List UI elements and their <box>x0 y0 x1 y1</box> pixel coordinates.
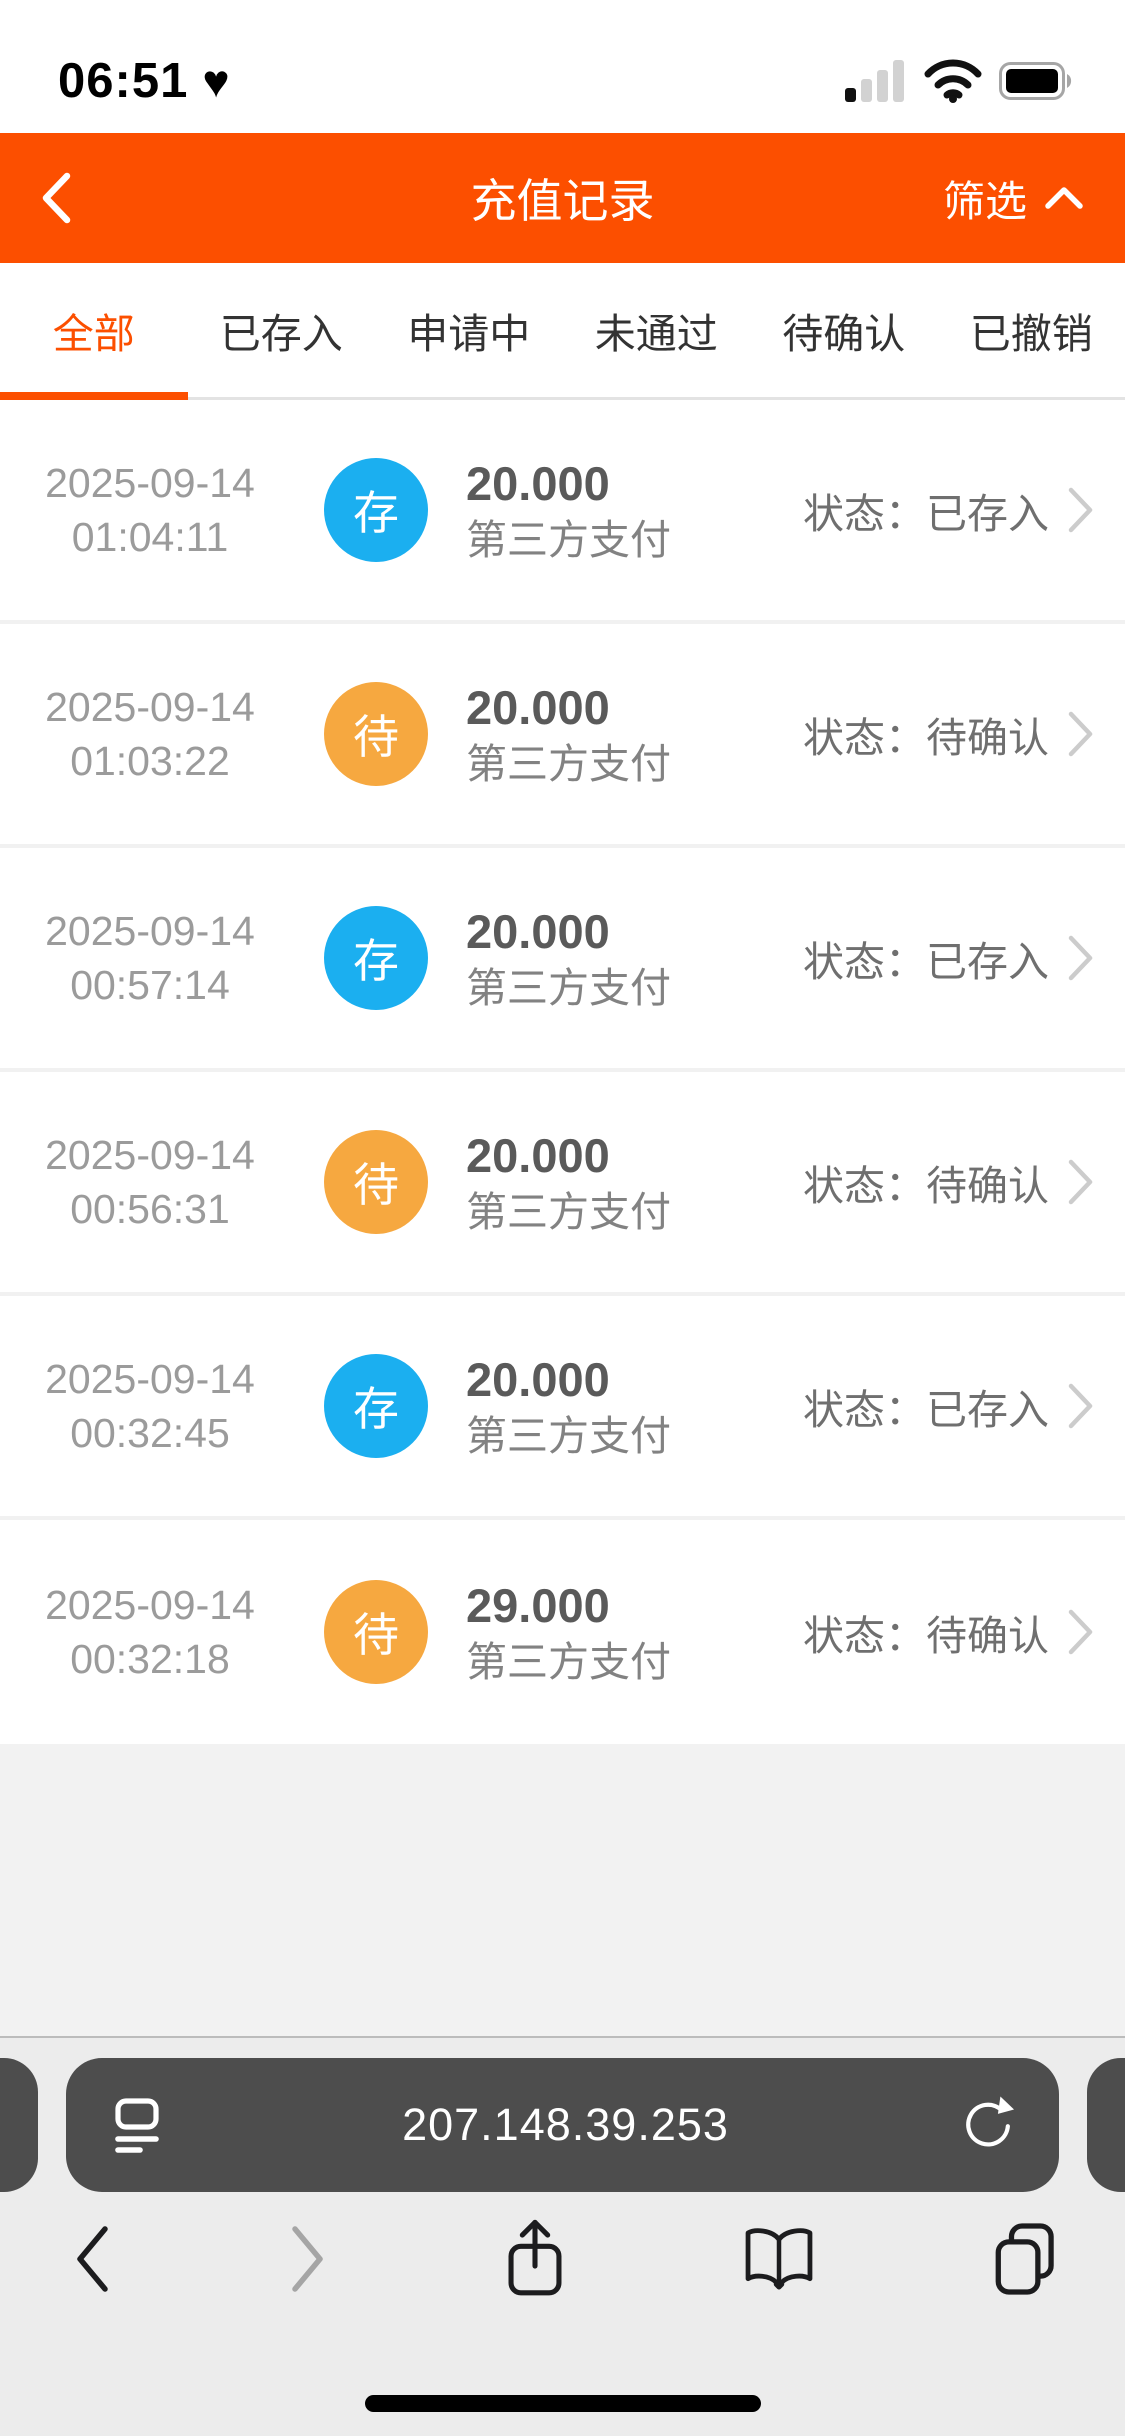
record-main: 20.000 第三方支付 <box>466 902 671 1015</box>
reload-icon[interactable] <box>959 2094 1017 2156</box>
home-indicator[interactable] <box>364 2395 761 2412</box>
previous-tab-stub[interactable] <box>0 2058 38 2192</box>
wifi-icon <box>923 59 983 103</box>
app-header: 充值记录 筛选 <box>0 133 1125 263</box>
tab-bar: 全部 已存入 申请中 未通过 待确认 已撤销 <box>0 263 1125 400</box>
filter-label: 筛选 <box>942 177 1027 225</box>
deposit-badge-icon: 存 <box>324 458 428 562</box>
forward-nav-button[interactable] <box>288 2223 328 2295</box>
deposit-badge-icon: 存 <box>324 906 428 1010</box>
forward-icon <box>288 2223 328 2295</box>
bookmarks-icon <box>741 2224 817 2294</box>
record-amount: 20.000 <box>466 456 610 510</box>
share-icon <box>504 2218 566 2300</box>
record-list: 2025-09-14 01:04:11 存 20.000 第三方支付 状态：已存入… <box>0 400 1125 1744</box>
chevron-up-icon <box>1043 185 1085 211</box>
record-amount: 20.000 <box>466 1352 610 1406</box>
record-status: 状态：待确认 <box>803 1163 1049 1209</box>
record-status: 状态：待确认 <box>803 715 1049 761</box>
record-datetime: 2025-09-14 01:03:22 <box>45 683 255 784</box>
record-row[interactable]: 2025-09-14 00:56:31 待 20.000 第三方支付 状态：待确认 <box>0 1072 1125 1296</box>
tab-all[interactable]: 全部 <box>0 263 188 400</box>
record-datetime: 2025-09-14 00:32:45 <box>45 1355 255 1456</box>
next-tab-stub[interactable] <box>1087 2058 1125 2192</box>
tabs-button[interactable] <box>993 2222 1059 2296</box>
browser-chrome: 207.148.39.253 <box>0 2036 1125 2436</box>
chevron-right-icon <box>1067 1158 1095 1206</box>
record-row[interactable]: 2025-09-14 00:32:18 待 29.000 第三方支付 状态：待确认 <box>0 1520 1125 1744</box>
record-datetime: 2025-09-14 00:32:18 <box>45 1581 255 1682</box>
record-row[interactable]: 2025-09-14 00:32:45 存 20.000 第三方支付 状态：已存入 <box>0 1296 1125 1520</box>
record-datetime: 2025-09-14 01:04:11 <box>45 459 255 560</box>
tabs-icon <box>993 2222 1059 2296</box>
back-button[interactable] <box>40 171 100 225</box>
record-datetime: 2025-09-14 00:57:14 <box>45 907 255 1008</box>
record-main: 20.000 第三方支付 <box>466 454 671 567</box>
tab-cancelled[interactable]: 已撤销 <box>969 311 1093 357</box>
record-main: 20.000 第三方支付 <box>466 678 671 791</box>
status-bar: 06:51 ♥ <box>0 0 1125 133</box>
pending-badge-icon: 待 <box>324 1580 428 1684</box>
chevron-right-icon <box>1067 1608 1095 1656</box>
record-datetime: 2025-09-14 00:56:31 <box>45 1131 255 1232</box>
tab-applying[interactable]: 申请中 <box>407 311 531 357</box>
address-bar[interactable]: 207.148.39.253 <box>66 2058 1059 2192</box>
record-main: 29.000 第三方支付 <box>466 1576 671 1689</box>
record-method: 第三方支付 <box>466 1638 671 1685</box>
chevron-left-icon <box>40 171 72 225</box>
heart-icon: ♥ <box>202 54 230 107</box>
record-row[interactable]: 2025-09-14 01:03:22 待 20.000 第三方支付 状态：待确认 <box>0 624 1125 848</box>
record-method: 第三方支付 <box>466 740 671 787</box>
url-text: 207.148.39.253 <box>402 2099 729 2150</box>
status-left: 06:51 ♥ <box>58 53 230 109</box>
record-status: 状态：待确认 <box>803 1613 1049 1659</box>
reader-icon[interactable] <box>108 2093 172 2157</box>
record-main: 20.000 第三方支付 <box>466 1350 671 1463</box>
record-method: 第三方支付 <box>466 1188 671 1235</box>
share-button[interactable] <box>504 2218 566 2300</box>
tab-rejected[interactable]: 未通过 <box>594 311 718 357</box>
record-method: 第三方支付 <box>466 964 671 1011</box>
chevron-right-icon <box>1067 1382 1095 1430</box>
record-amount: 29.000 <box>466 1578 610 1632</box>
page-background <box>0 1744 1125 2036</box>
chevron-right-icon <box>1067 934 1095 982</box>
record-row[interactable]: 2025-09-14 01:04:11 存 20.000 第三方支付 状态：已存入 <box>0 400 1125 624</box>
record-method: 第三方支付 <box>466 1412 671 1459</box>
battery-icon <box>999 61 1073 100</box>
tab-pending[interactable]: 待确认 <box>782 311 906 357</box>
tab-deposited[interactable]: 已存入 <box>219 311 343 357</box>
back-nav-button[interactable] <box>72 2223 112 2295</box>
pending-badge-icon: 待 <box>324 1130 428 1234</box>
filter-button[interactable]: 筛选 <box>943 168 1085 229</box>
record-amount: 20.000 <box>466 1128 610 1182</box>
record-amount: 20.000 <box>466 904 610 958</box>
cellular-signal-icon <box>845 59 907 102</box>
deposit-badge-icon: 存 <box>324 1354 428 1458</box>
status-right <box>845 59 1073 103</box>
record-status: 状态：已存入 <box>803 491 1049 537</box>
back-icon <box>72 2223 112 2295</box>
chevron-right-icon <box>1067 486 1095 534</box>
clock: 06:51 <box>58 53 189 108</box>
chevron-right-icon <box>1067 710 1095 758</box>
record-method: 第三方支付 <box>466 516 671 563</box>
record-row[interactable]: 2025-09-14 00:57:14 存 20.000 第三方支付 状态：已存入 <box>0 848 1125 1072</box>
record-status: 状态：已存入 <box>803 939 1049 985</box>
record-main: 20.000 第三方支付 <box>466 1126 671 1239</box>
url-row: 207.148.39.253 <box>0 2058 1125 2192</box>
pending-badge-icon: 待 <box>324 682 428 786</box>
record-amount: 20.000 <box>466 680 610 734</box>
record-status: 状态：已存入 <box>803 1387 1049 1433</box>
bookmarks-button[interactable] <box>741 2224 817 2294</box>
browser-toolbar <box>0 2216 1125 2302</box>
